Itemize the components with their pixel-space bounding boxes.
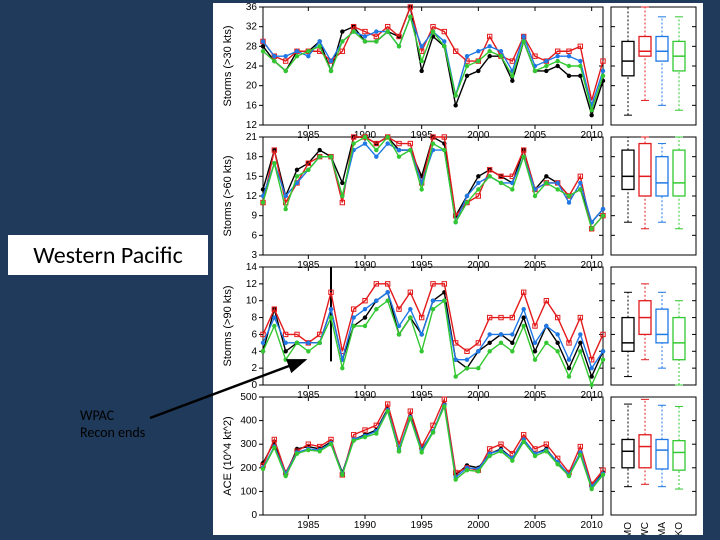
svg-text:2000: 2000 <box>467 520 490 531</box>
svg-text:HKO: HKO <box>674 522 685 535</box>
svg-text:14: 14 <box>246 262 258 273</box>
multi-panel-chart: 12162024283236198519901995200020052010St… <box>213 3 703 535</box>
svg-text:6: 6 <box>251 230 257 241</box>
svg-text:500: 500 <box>240 392 257 403</box>
svg-text:2: 2 <box>251 363 257 374</box>
recon-annotation-line1: WPAC <box>80 407 114 424</box>
svg-text:CMA: CMA <box>657 522 668 535</box>
recon-annotation: WPAC Recon ends <box>80 408 145 442</box>
svg-text:1985: 1985 <box>297 520 320 531</box>
recon-annotation-line2: Recon ends <box>80 424 145 441</box>
title-box: Western Pacific <box>8 235 208 275</box>
svg-text:ACE (10^4 kt^2): ACE (10^4 kt^2) <box>222 416 234 495</box>
svg-text:3: 3 <box>251 250 257 261</box>
svg-text:9: 9 <box>251 211 257 222</box>
svg-text:100: 100 <box>240 486 257 497</box>
svg-text:1990: 1990 <box>354 520 377 531</box>
svg-text:12: 12 <box>246 191 258 202</box>
svg-text:0: 0 <box>251 510 257 521</box>
svg-text:1995: 1995 <box>411 520 434 531</box>
svg-text:36: 36 <box>246 3 258 13</box>
svg-text:4: 4 <box>251 346 257 357</box>
svg-text:32: 32 <box>246 22 258 33</box>
svg-text:2005: 2005 <box>524 520 547 531</box>
svg-text:WMO: WMO <box>623 522 634 535</box>
slide-title: Western Pacific <box>33 241 183 270</box>
svg-text:28: 28 <box>246 41 258 52</box>
svg-text:20: 20 <box>246 81 258 92</box>
svg-text:21: 21 <box>246 132 258 143</box>
svg-text:10: 10 <box>246 296 258 307</box>
chart-block: 12162024283236198519901995200020052010St… <box>213 3 703 535</box>
svg-text:400: 400 <box>240 416 257 427</box>
svg-text:18: 18 <box>246 152 258 163</box>
svg-text:2010: 2010 <box>581 520 604 531</box>
svg-text:6: 6 <box>251 329 257 340</box>
svg-text:8: 8 <box>251 313 257 324</box>
svg-text:12: 12 <box>246 120 258 131</box>
svg-text:JTWC: JTWC <box>640 522 651 535</box>
svg-text:16: 16 <box>246 100 258 111</box>
svg-text:12: 12 <box>246 279 258 290</box>
svg-text:15: 15 <box>246 171 258 182</box>
svg-text:0: 0 <box>251 380 257 391</box>
svg-text:Storms (>30 kts): Storms (>30 kts) <box>222 26 234 107</box>
svg-text:Storms (>90 kts): Storms (>90 kts) <box>222 286 234 367</box>
svg-text:200: 200 <box>240 463 257 474</box>
svg-text:Storms (>60 kts): Storms (>60 kts) <box>222 156 234 237</box>
svg-text:300: 300 <box>240 439 257 450</box>
svg-text:24: 24 <box>246 61 258 72</box>
